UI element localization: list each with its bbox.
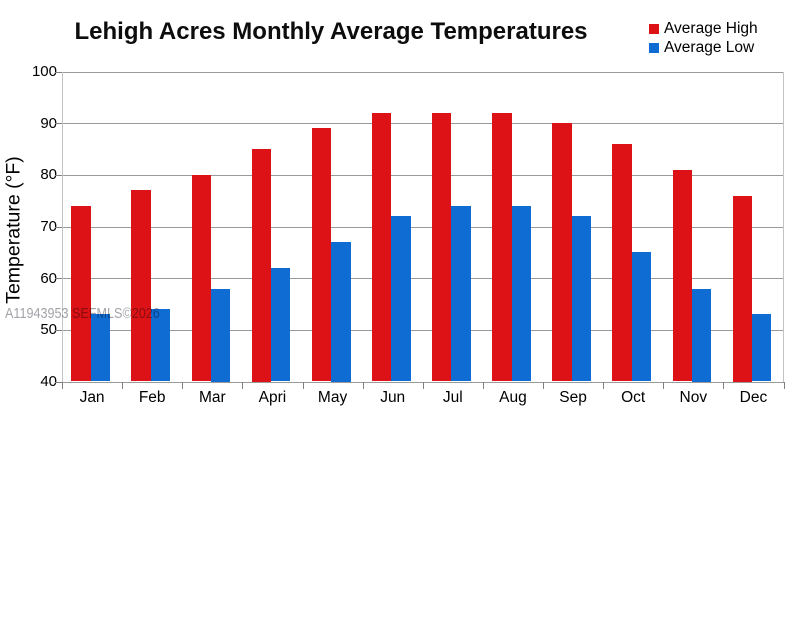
gridline-70	[62, 226, 784, 228]
x-tick-label-oct: Oct	[621, 389, 646, 406]
y-tick-mark	[55, 329, 62, 331]
plot-border-right	[782, 71, 784, 382]
bar-jan-low	[90, 314, 111, 382]
x-tick-label-jan: Jan	[79, 389, 105, 406]
legend-swatch-icon	[649, 42, 659, 53]
x-tick-mark	[182, 381, 184, 389]
bar-mar-high	[191, 174, 211, 382]
gridline-100	[62, 71, 784, 73]
plot-border-left	[62, 71, 63, 382]
bar-jul-high	[432, 112, 452, 382]
y-tick-mark	[55, 123, 62, 125]
bar-may-low	[331, 242, 351, 382]
x-tick-mark	[242, 381, 244, 389]
bar-apri-high	[251, 149, 272, 382]
y-tick-label-80: 80	[40, 166, 57, 184]
x-tick-label-nov: Nov	[679, 389, 708, 406]
x-tick-label-may: May	[317, 389, 348, 406]
x-tick-label-aug: Aug	[499, 389, 527, 406]
y-tick-mark	[55, 381, 62, 383]
x-tick-mark	[422, 381, 424, 389]
bar-nov-high	[672, 169, 692, 382]
bar-sep-high	[552, 123, 572, 382]
gridline-80	[62, 174, 784, 176]
plot-area	[62, 71, 784, 383]
bar-mar-low	[210, 288, 231, 382]
gridline-90	[62, 123, 784, 125]
x-tick-mark	[302, 381, 304, 389]
x-tick-mark	[362, 381, 364, 389]
bar-oct-high	[612, 143, 632, 382]
y-tick-mark	[55, 71, 62, 73]
bar-jan-high	[71, 205, 91, 382]
x-tick-label-jul: Jul	[442, 389, 463, 406]
bar-oct-low	[631, 252, 652, 382]
x-tick-label-jun: Jun	[380, 389, 406, 406]
gridline-60	[62, 278, 784, 280]
x-tick-mark	[482, 381, 484, 389]
y-tick-mark	[55, 278, 62, 280]
y-tick-label-100: 100	[31, 63, 57, 80]
bar-jun-high	[371, 112, 392, 382]
legend-label: Average Low	[664, 38, 755, 56]
bar-may-high	[311, 128, 332, 382]
bar-jul-low	[451, 205, 471, 382]
legend-label: Average High	[664, 19, 758, 37]
x-tick-mark	[62, 381, 63, 389]
x-tick-mark	[663, 381, 665, 389]
y-tick-label-60: 60	[40, 269, 57, 287]
x-tick-mark	[543, 381, 544, 389]
y-tick-mark	[55, 226, 62, 228]
gridline-50	[62, 329, 784, 331]
x-tick-label-dec: Dec	[739, 389, 768, 406]
legend: Average High Average Low	[649, 19, 758, 57]
watermark-text: A11943953 SEFMLS©2026	[5, 304, 160, 322]
x-tick-label-sep: Sep	[559, 389, 587, 406]
x-tick-mark	[603, 381, 605, 389]
x-tick-label-mar: Mar	[198, 389, 226, 406]
bar-feb-low	[150, 309, 171, 382]
legend-swatch-icon	[649, 23, 659, 34]
bar-jun-low	[391, 216, 411, 382]
bar-apri-low	[271, 267, 291, 382]
bar-dec-low	[752, 314, 772, 382]
bar-sep-low	[571, 216, 592, 382]
legend-item-average-low: Average Low	[649, 38, 758, 57]
y-tick-label-40: 40	[40, 373, 57, 390]
y-tick-mark	[55, 174, 62, 176]
y-tick-label-70: 70	[40, 218, 57, 235]
bar-feb-high	[131, 190, 151, 382]
x-tick-mark	[122, 381, 124, 389]
bar-aug-high	[492, 112, 512, 382]
chart-title: Lehigh Acres Monthly Average Temperature…	[74, 17, 588, 45]
bar-dec-high	[732, 195, 753, 382]
legend-item-average-high: Average High	[649, 19, 758, 38]
x-tick-mark	[723, 381, 725, 389]
x-tick-label-feb: Feb	[138, 389, 166, 406]
y-tick-label-50: 50	[40, 321, 57, 339]
x-tick-mark	[783, 381, 785, 389]
y-tick-label-90: 90	[40, 114, 57, 132]
x-tick-label-apri: Apri	[258, 389, 287, 406]
bar-aug-low	[511, 205, 531, 382]
bar-nov-low	[691, 288, 712, 382]
